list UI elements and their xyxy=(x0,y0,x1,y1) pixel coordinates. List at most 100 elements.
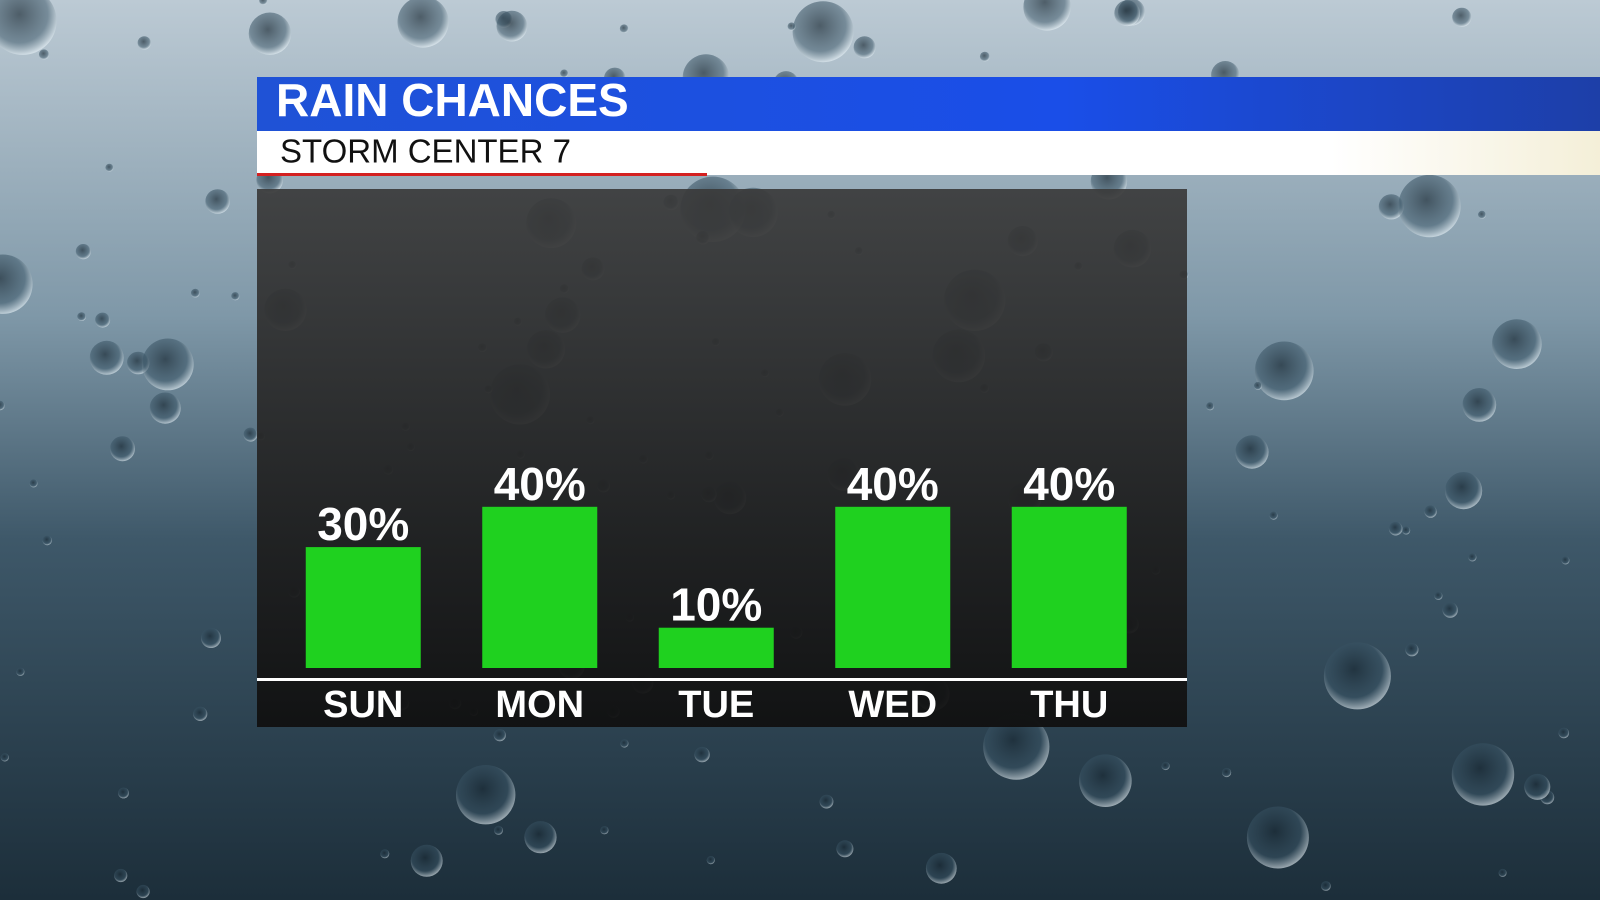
value-label: 40% xyxy=(1023,458,1115,510)
raindrop xyxy=(110,436,135,462)
subtitle-bar xyxy=(257,131,1600,175)
raindrop xyxy=(248,12,292,55)
raindrop xyxy=(0,753,9,762)
raindrop xyxy=(619,24,629,33)
raindrop xyxy=(89,340,124,375)
raindrop xyxy=(792,1,854,63)
chart-title: RAIN CHANCES xyxy=(276,74,629,126)
x-tick-label: MON xyxy=(495,684,584,726)
raindrop xyxy=(1254,341,1314,401)
raindrop xyxy=(1402,526,1411,535)
raindrop xyxy=(600,826,609,835)
raindrop xyxy=(1246,806,1309,869)
raindrop xyxy=(925,852,957,884)
raindrop xyxy=(1442,602,1458,618)
raindrop xyxy=(136,884,150,899)
baseline xyxy=(257,678,1187,681)
x-tick-label: THU xyxy=(1030,684,1108,726)
raindrop xyxy=(141,338,194,391)
value-label: 30% xyxy=(317,498,409,550)
raindrop xyxy=(75,244,91,260)
raindrop xyxy=(380,849,390,859)
raindrop xyxy=(1424,505,1437,518)
bar xyxy=(658,627,774,668)
raindrop xyxy=(0,400,5,411)
raindrop xyxy=(29,479,38,488)
title-bar xyxy=(257,77,1600,131)
raindrop xyxy=(1491,319,1542,369)
raindrop xyxy=(77,312,86,321)
value-label: 10% xyxy=(670,579,762,631)
raindrop xyxy=(105,163,114,172)
raindrop xyxy=(1558,727,1570,739)
raindrop xyxy=(1398,174,1461,238)
raindrop xyxy=(114,868,128,883)
raindrop xyxy=(620,739,629,748)
plot-area: 30% SUN 40% MON 10% TUE 40% WED 40% THU xyxy=(305,458,1127,726)
raindrop xyxy=(118,787,129,799)
x-tick-label: WED xyxy=(848,684,937,726)
raindrop xyxy=(1478,210,1486,219)
raindrop xyxy=(1452,7,1472,27)
raindrop xyxy=(1222,767,1232,778)
raindrop xyxy=(1023,0,1071,31)
value-label: 40% xyxy=(847,458,939,510)
raindrop xyxy=(1114,0,1141,27)
raindrop xyxy=(494,825,503,835)
raindrop xyxy=(1434,591,1443,600)
raindrop xyxy=(137,36,151,50)
raindrop xyxy=(1462,388,1497,422)
raindrop xyxy=(853,36,876,59)
raindrop xyxy=(1378,194,1404,220)
raindrop xyxy=(0,254,33,314)
raindrop xyxy=(1253,381,1262,390)
raindrop xyxy=(410,844,443,877)
raindrop xyxy=(1079,754,1132,807)
raindrop xyxy=(1206,402,1215,411)
raindrop xyxy=(1323,642,1391,710)
raindrop xyxy=(201,628,221,648)
raindrop xyxy=(1524,773,1551,800)
raindrop xyxy=(456,765,516,825)
raindrop xyxy=(42,535,52,546)
raindrop xyxy=(149,392,181,424)
raindrop xyxy=(1388,521,1403,536)
bar xyxy=(1011,506,1127,668)
raindrop xyxy=(193,706,208,722)
raindrop xyxy=(243,427,258,442)
raindrop xyxy=(397,0,449,48)
raindrop xyxy=(1161,761,1170,771)
raindrop xyxy=(979,51,990,62)
bar xyxy=(482,506,598,668)
raindrop xyxy=(524,821,557,854)
raindrop xyxy=(836,840,854,858)
raindrop xyxy=(1498,868,1507,877)
raindrop xyxy=(205,189,230,214)
raindrop xyxy=(694,746,710,763)
raindrop xyxy=(560,69,569,78)
x-tick-label: TUE xyxy=(678,684,754,726)
raindrop xyxy=(38,49,50,60)
value-label: 40% xyxy=(494,458,586,510)
raindrop xyxy=(95,312,111,328)
subtitle-underline xyxy=(257,173,707,176)
raindrop xyxy=(706,856,715,865)
chart-subtitle: STORM CENTER 7 xyxy=(280,133,571,170)
raindrop xyxy=(1468,553,1477,562)
raindrop xyxy=(493,729,506,742)
raindrop xyxy=(190,288,200,298)
raindrop xyxy=(819,794,834,809)
raindrop xyxy=(1269,511,1278,520)
raindrop xyxy=(983,713,1050,780)
raindrop xyxy=(787,22,796,31)
raindrop xyxy=(231,292,240,301)
raindrop xyxy=(1321,881,1331,891)
bar xyxy=(835,506,951,668)
raindrop xyxy=(496,10,528,42)
raindrop xyxy=(1235,435,1269,469)
raindrop xyxy=(16,667,25,676)
raindrop xyxy=(0,0,57,55)
raindrop xyxy=(1561,556,1570,565)
